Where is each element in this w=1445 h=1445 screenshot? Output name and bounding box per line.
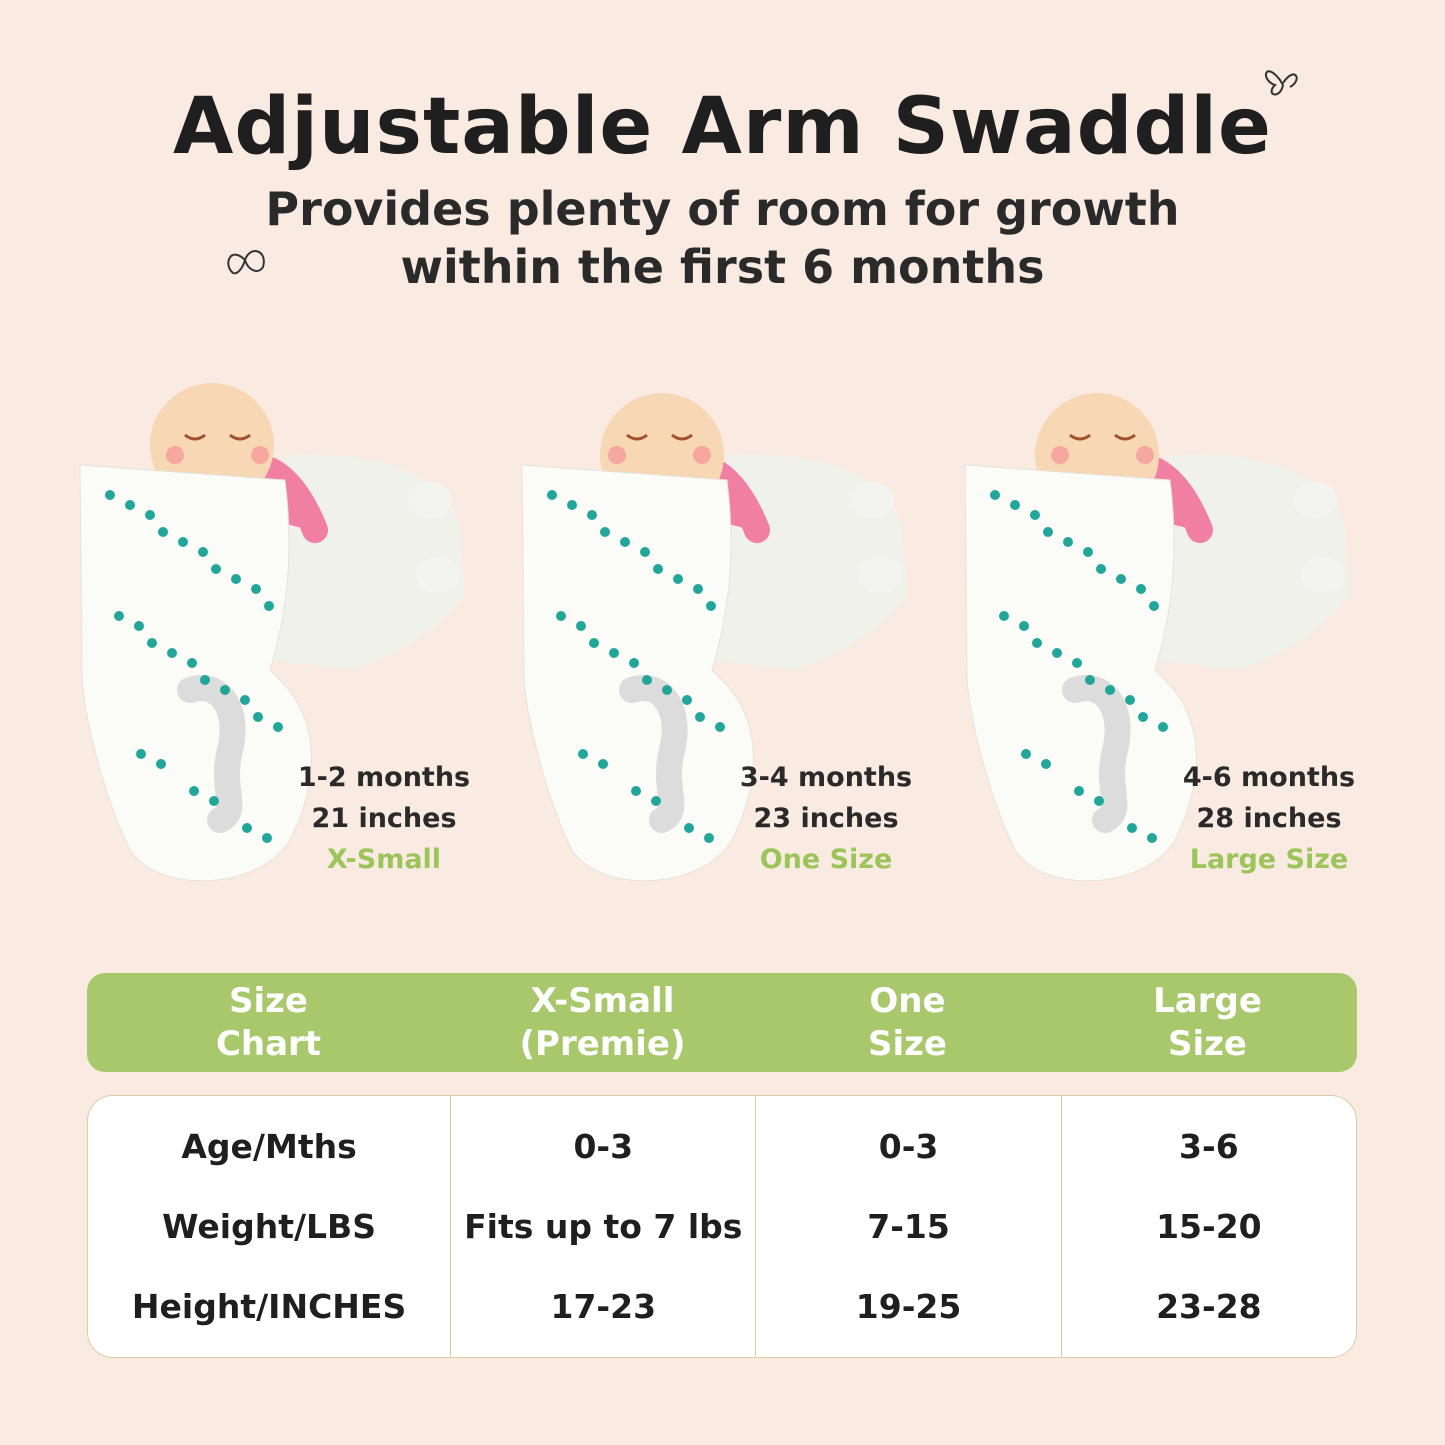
size-caption: 1-2 months 21 inches X-Small (274, 757, 494, 880)
age-range: 1-2 months (297, 762, 471, 793)
subtitle-line-1: Provides plenty of room for growth (265, 182, 1180, 236)
swaddle-illustration (79, 383, 465, 882)
size-chart-table: Age/Mths Weight/LBS Height/INCHES 0-3 Fi… (87, 1095, 1357, 1358)
swaddle-illustration (964, 393, 1350, 882)
size-chart-header: Size Chart X-Small (Premie) One Size Lar… (87, 973, 1357, 1072)
table-cell: 17-23 (550, 1287, 657, 1327)
size-name: One Size (759, 844, 893, 875)
header-cell: One Size (868, 980, 947, 1064)
size-name: X-Small (326, 844, 442, 875)
onesize-column: 0-3 7-15 19-25 (756, 1096, 1062, 1357)
length: 21 inches (311, 803, 457, 834)
table-cell: 7-15 (867, 1206, 950, 1246)
age-range: 4-6 months (1182, 762, 1356, 793)
header-cell: X-Small (Premie) (519, 980, 686, 1064)
table-cell: 23-28 (1156, 1287, 1262, 1327)
length: 28 inches (1196, 803, 1342, 834)
table-cell: 0-3 (573, 1126, 634, 1166)
xsmall-column: 0-3 Fits up to 7 lbs 17-23 (451, 1096, 757, 1357)
row-label: Weight/LBS (162, 1206, 376, 1246)
table-cell: 3-6 (1179, 1126, 1239, 1166)
row-label: Age/Mths (181, 1126, 357, 1166)
row-label: Height/INCHES (131, 1287, 407, 1327)
subtitle-line-2: within the first 6 months (400, 240, 1045, 294)
age-range: 3-4 months (739, 762, 913, 793)
swaddle-illustration (521, 393, 907, 882)
largesize-column: 3-6 15-20 23-28 (1062, 1096, 1356, 1357)
size-caption: 4-6 months 28 inches Large Size (1159, 757, 1379, 880)
table-cell: 19-25 (855, 1287, 962, 1327)
length: 23 inches (753, 803, 899, 834)
size-name: Large Size (1189, 844, 1349, 875)
row-labels-column: Age/Mths Weight/LBS Height/INCHES (88, 1096, 452, 1357)
table-cell: 15-20 (1156, 1206, 1262, 1246)
header-cell: Size Chart (215, 980, 322, 1064)
table-cell: 0-3 (878, 1126, 939, 1166)
page-title: Adjustable Arm Swaddle (173, 82, 1272, 172)
bow-icon (227, 250, 265, 275)
size-caption: 3-4 months 23 inches One Size (716, 757, 936, 880)
table-cell: Fits up to 7 lbs (464, 1206, 743, 1246)
butterfly-icon (1265, 70, 1298, 96)
header-cell: Large Size (1153, 980, 1262, 1064)
